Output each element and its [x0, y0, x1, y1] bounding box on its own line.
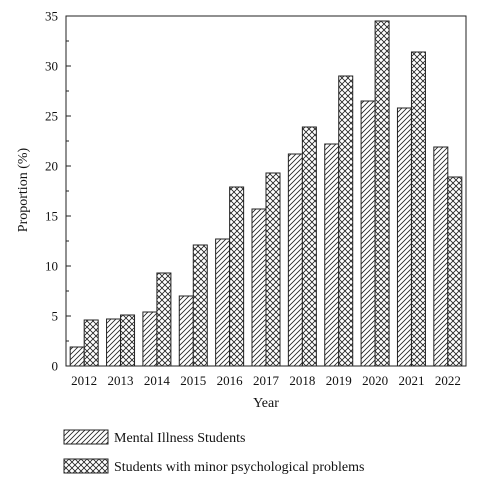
- y-tick-label-0: 0: [52, 359, 59, 374]
- x-tick-label-2015: 2015: [180, 373, 206, 388]
- y-tick-label-25: 25: [45, 109, 58, 124]
- y-axis-title: Proportion (%): [16, 147, 31, 232]
- x-tick-label-2016: 2016: [217, 373, 244, 388]
- y-tick-label-5: 5: [52, 309, 59, 324]
- bar-mental-illness-students-2012: [69, 346, 85, 367]
- bar-students-with-minor-psychological-problems-2014: [156, 272, 172, 367]
- bar-students-with-minor-psychological-problems-2013: [120, 314, 136, 367]
- plot-area: [69, 20, 463, 367]
- bar-mental-illness-students-2014: [142, 311, 158, 367]
- bar-students-with-minor-psychological-problems-2019: [338, 75, 354, 367]
- bar-mental-illness-students-2019: [324, 143, 340, 367]
- y-tick-label-10: 10: [45, 259, 58, 274]
- legend-swatch-minor-problems: [63, 458, 109, 474]
- bar-mental-illness-students-2015: [178, 295, 194, 367]
- x-tick-label-2018: 2018: [289, 373, 315, 388]
- legend-item-minor-problems: Students with minor psychological proble…: [63, 458, 364, 475]
- y-tick-label-15: 15: [45, 209, 58, 224]
- axes: 2012 2013 2014 2015 2016 2017 2018 2019 2020 2021…: [45, 9, 467, 388]
- bar-students-with-minor-psychological-problems-2018: [301, 126, 317, 367]
- bar-students-with-minor-psychological-problems-2012: [83, 319, 99, 367]
- bar-mental-illness-students-2018: [287, 153, 303, 367]
- bar-students-with-minor-psychological-problems-2015: [192, 244, 208, 367]
- x-tick-label-2019: 2019: [326, 373, 352, 388]
- bar-students-with-minor-psychological-problems-2020: [374, 20, 390, 367]
- bar-mental-illness-students-2017: [251, 208, 267, 367]
- bar-students-with-minor-psychological-problems-2022: [447, 176, 463, 367]
- legend-item-mental-illness: Mental Illness Students: [63, 429, 245, 446]
- x-tick-label-2017: 2017: [253, 373, 280, 388]
- bar-mental-illness-students-2020: [360, 100, 376, 367]
- bar-students-with-minor-psychological-problems-2016: [229, 186, 245, 367]
- bar-mental-illness-students-2022: [433, 146, 449, 367]
- legend: Mental Illness Students Students with mi…: [63, 429, 364, 475]
- x-tick-label-2013: 2013: [108, 373, 134, 388]
- y-tick-label-20: 20: [45, 159, 58, 174]
- bar-students-with-minor-psychological-problems-2017: [265, 172, 281, 367]
- bar-mental-illness-students-2021: [396, 107, 412, 367]
- legend-label-minor-problems: Students with minor psychological proble…: [114, 460, 364, 475]
- x-tick-label-2012: 2012: [71, 373, 97, 388]
- y-tick-label-35: 35: [45, 9, 58, 24]
- legend-swatch-mental-illness: [63, 429, 109, 445]
- bar-mental-illness-students-2013: [106, 318, 122, 367]
- x-axis-title: Year: [253, 396, 279, 411]
- bar-students-with-minor-psychological-problems-2021: [410, 51, 426, 367]
- x-tick-label-2021: 2021: [398, 373, 424, 388]
- x-tick-label-2014: 2014: [144, 373, 171, 388]
- x-tick-label-2020: 2020: [362, 373, 388, 388]
- y-tick-label-30: 30: [45, 59, 58, 74]
- legend-label-mental-illness: Mental Illness Students: [114, 431, 245, 446]
- bar-mental-illness-students-2016: [215, 238, 231, 367]
- x-tick-label-2022: 2022: [435, 373, 461, 388]
